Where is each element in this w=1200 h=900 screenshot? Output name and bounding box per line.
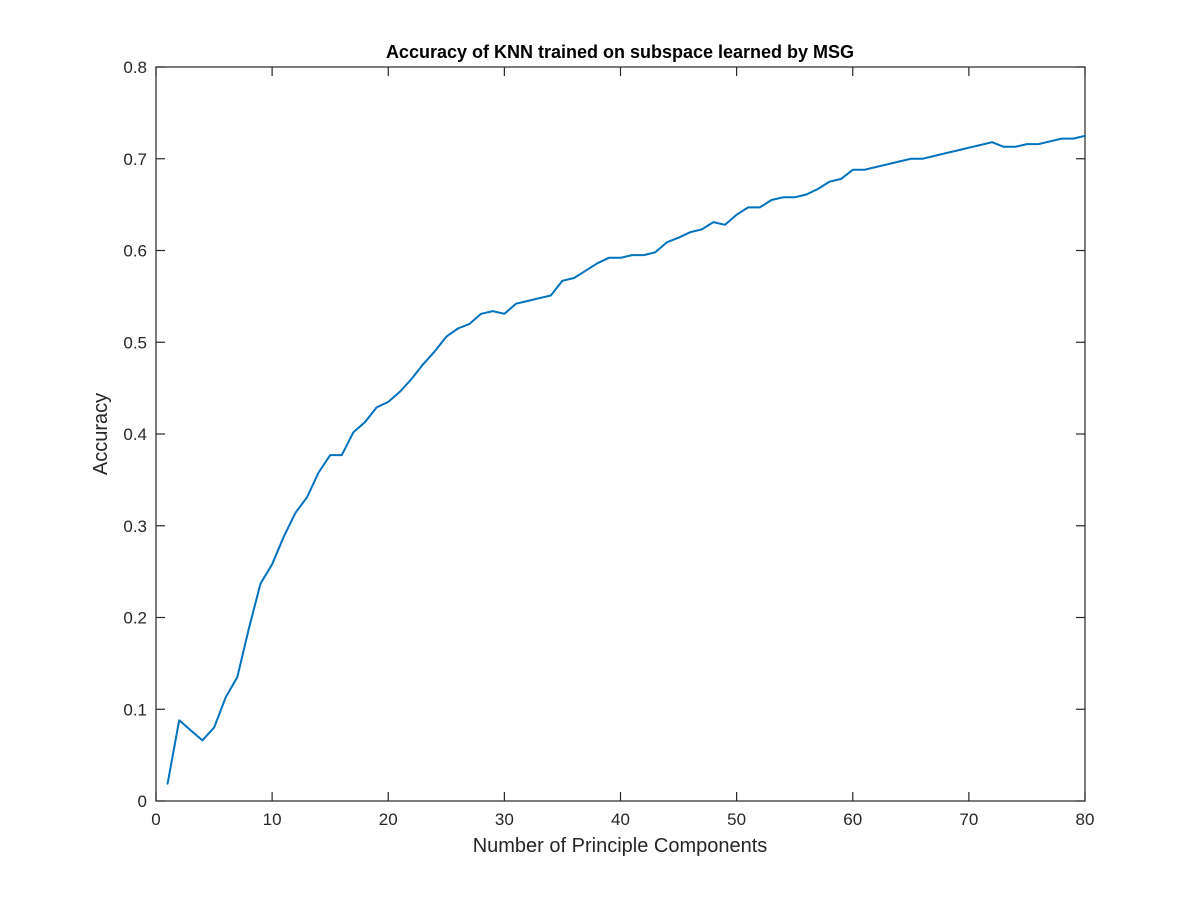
- y-tick-label: 0.2: [123, 609, 147, 628]
- plot-area: 0 10 20 30 40 50 60 70 80 0 0.1 0.2 0.3 0.4 0.5 0.6 0.7…: [123, 58, 1094, 829]
- x-tick-label: 80: [1076, 810, 1095, 829]
- y-tick-label: 0.6: [123, 242, 147, 261]
- y-tick-label: 0.5: [123, 333, 147, 352]
- x-tick-label: 60: [843, 810, 862, 829]
- x-tick-label: 40: [611, 810, 630, 829]
- x-tick-label: 10: [263, 810, 282, 829]
- accuracy-series-line: [166, 134, 1086, 785]
- y-tick-label: 0.7: [123, 150, 147, 169]
- y-tick-label: 0.4: [123, 425, 147, 444]
- y-tick-label: 0.8: [123, 58, 147, 77]
- x-tick-label: 70: [959, 810, 978, 829]
- y-tick-label: 0: [138, 792, 147, 811]
- y-axis-ticks: 0 0.1 0.2 0.3 0.4 0.5 0.6 0.7 0.8: [123, 58, 1085, 811]
- chart-title: Accuracy of KNN trained on subspace lear…: [386, 42, 854, 62]
- x-tick-label: 0: [151, 810, 160, 829]
- x-tick-label: 30: [495, 810, 514, 829]
- y-tick-label: 0.1: [123, 700, 147, 719]
- y-axis-label: Accuracy: [90, 393, 112, 475]
- x-tick-label: 50: [727, 810, 746, 829]
- x-axis-label: Number of Principle Components: [473, 835, 768, 857]
- x-tick-label: 20: [379, 810, 398, 829]
- axes-box: [155, 66, 1086, 802]
- x-axis-ticks: 0 10 20 30 40 50 60 70 80: [151, 67, 1094, 829]
- y-tick-label: 0.3: [123, 517, 147, 536]
